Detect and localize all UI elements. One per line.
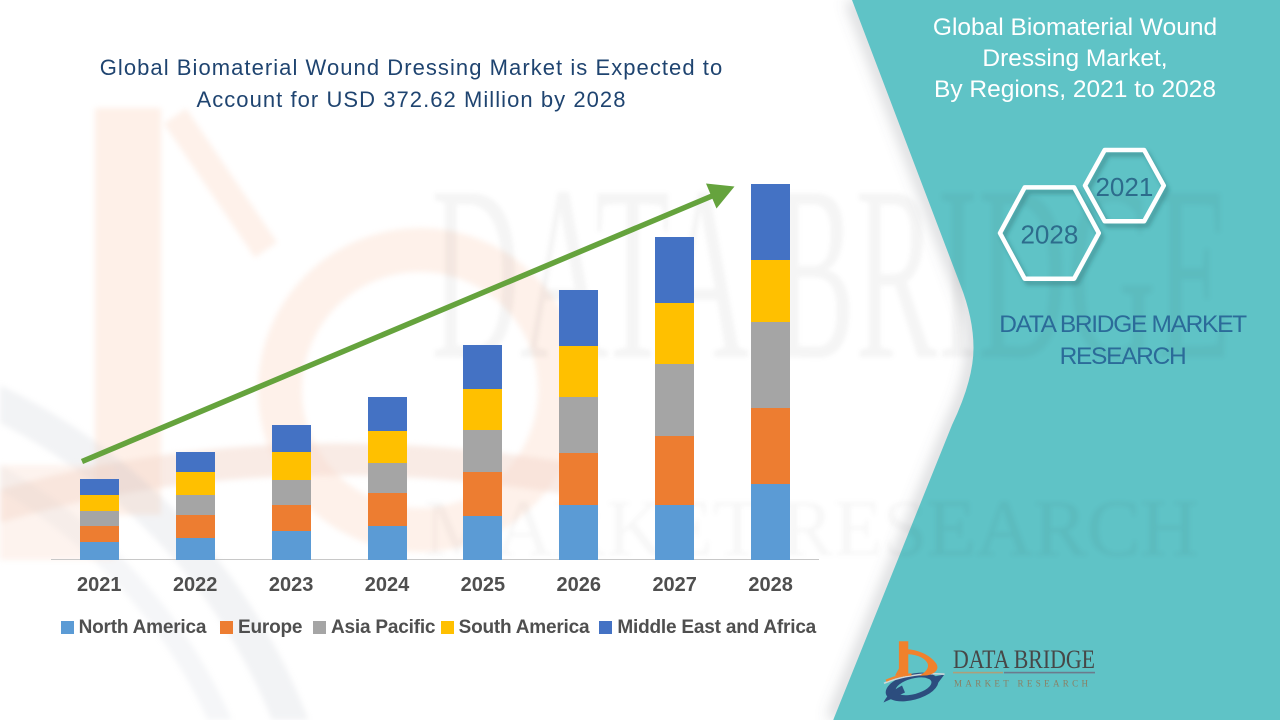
svg-text:2028: 2028: [1020, 220, 1078, 250]
svg-text:MARKET RESEARCH: MARKET RESEARCH: [954, 679, 1092, 689]
svg-text:DATA BRIDGE: DATA BRIDGE: [953, 645, 1095, 674]
svg-text:2021: 2021: [1095, 172, 1153, 202]
